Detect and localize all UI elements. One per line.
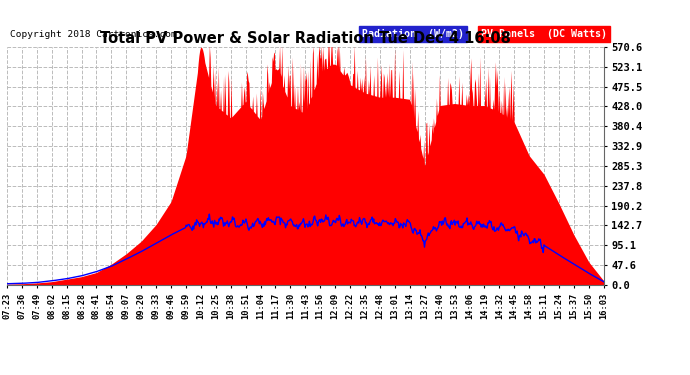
Text: PV Panels  (DC Watts): PV Panels (DC Watts) — [482, 28, 607, 39]
Text: Radiation  (W/m2): Radiation (W/m2) — [362, 28, 464, 39]
Text: Copyright 2018 Cartronics.com: Copyright 2018 Cartronics.com — [10, 30, 177, 39]
Title: Total PV Power & Solar Radiation Tue Dec 4 16:08: Total PV Power & Solar Radiation Tue Dec… — [100, 31, 511, 46]
